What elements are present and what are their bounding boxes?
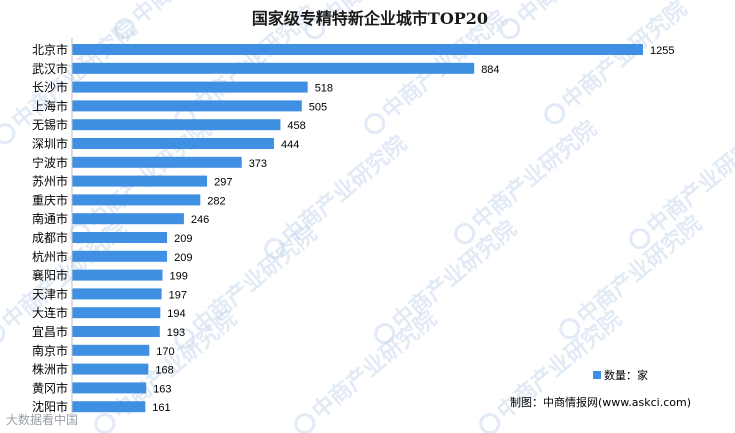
bar bbox=[72, 44, 643, 55]
watermark-tile: 中商产业研究院 bbox=[294, 306, 442, 433]
bar-group bbox=[72, 44, 643, 413]
value-label: 199 bbox=[170, 271, 188, 283]
watermark-logo-icon bbox=[454, 223, 476, 245]
watermark-text: 中商产业研究院 bbox=[467, 116, 602, 235]
bar bbox=[72, 269, 163, 281]
bar bbox=[72, 307, 161, 319]
chart-title: 国家级专精特新企业城市TOP20 bbox=[252, 9, 488, 28]
value-label: 373 bbox=[249, 158, 267, 170]
watermark-logo-icon bbox=[0, 123, 16, 145]
value-label-group: 1255 884 518 505 458 444 373 297 282 246 209 209 199… bbox=[152, 45, 674, 414]
category-label: 株洲市 bbox=[32, 362, 68, 377]
category-label: 成都市 bbox=[32, 230, 68, 245]
watermark-logo-icon bbox=[294, 413, 316, 433]
bar bbox=[72, 344, 150, 356]
watermark-logo-icon bbox=[94, 413, 116, 433]
watermark-tile: 中商产业研究院 bbox=[559, 211, 707, 340]
bar bbox=[72, 326, 160, 337]
value-label: 444 bbox=[281, 139, 299, 151]
watermark-logo-icon bbox=[364, 113, 386, 135]
value-label: 163 bbox=[153, 383, 171, 395]
watermark-logo-icon bbox=[114, 18, 136, 40]
category-label: 上海市 bbox=[32, 98, 68, 113]
watermark-logo-icon bbox=[174, 328, 196, 350]
bar bbox=[72, 156, 242, 168]
value-label: 168 bbox=[155, 365, 173, 377]
watermark-logo-icon bbox=[0, 323, 6, 345]
bar bbox=[72, 62, 475, 74]
value-label: 282 bbox=[207, 195, 225, 207]
source-note: 制图：中商情报网(www.askci.com) bbox=[510, 395, 691, 409]
watermark-tile: 中商产业研究院 bbox=[454, 116, 602, 245]
legend-swatch bbox=[593, 371, 601, 379]
watermark-text: 中商产业研究院 bbox=[512, 0, 647, 30]
value-label: 194 bbox=[167, 308, 185, 320]
category-label: 黄冈市 bbox=[32, 380, 68, 395]
value-label: 193 bbox=[167, 327, 185, 339]
category-label: 天津市 bbox=[32, 286, 68, 301]
category-label: 重庆市 bbox=[32, 192, 68, 207]
watermark-logo-icon bbox=[544, 103, 566, 125]
watermark-logo-icon bbox=[304, 18, 326, 40]
bar bbox=[72, 363, 149, 375]
bar bbox=[72, 213, 184, 225]
category-label: 沈阳市 bbox=[32, 399, 68, 414]
category-label: 武汉市 bbox=[32, 61, 68, 76]
bar bbox=[72, 250, 168, 262]
category-label: 南通市 bbox=[32, 211, 68, 226]
value-label: 458 bbox=[287, 120, 305, 132]
value-label: 209 bbox=[174, 252, 192, 264]
watermark-logo-icon bbox=[374, 323, 396, 345]
category-label: 宜昌市 bbox=[32, 324, 68, 339]
value-label: 884 bbox=[481, 64, 499, 76]
category-label: 深圳市 bbox=[32, 136, 68, 151]
category-label: 长沙市 bbox=[32, 80, 68, 95]
category-label: 襄阳市 bbox=[32, 268, 68, 283]
watermark-logo-icon bbox=[499, 18, 521, 40]
category-label: 南京市 bbox=[32, 343, 68, 358]
category-label: 大连市 bbox=[32, 305, 68, 320]
watermark-logo-icon bbox=[264, 238, 286, 260]
legend-label: 数量：家 bbox=[604, 368, 648, 382]
value-label: 161 bbox=[152, 402, 170, 414]
bar bbox=[72, 175, 208, 187]
legend: 数量：家 bbox=[593, 368, 648, 382]
bar bbox=[72, 100, 302, 112]
value-label: 1255 bbox=[650, 45, 674, 57]
bar bbox=[72, 382, 147, 394]
value-label: 197 bbox=[169, 289, 187, 301]
watermark-logo-icon bbox=[479, 413, 501, 433]
value-label: 170 bbox=[156, 346, 174, 358]
bar bbox=[72, 194, 201, 206]
watermark-text: 中商产业研究院 bbox=[557, 0, 692, 115]
category-label-group: 北京市武汉市长沙市上海市无锡市深圳市宁波市苏州市重庆市南通市成都市杭州市襄阳市天… bbox=[32, 42, 68, 414]
watermark-tile: 中商产业研究院 bbox=[544, 0, 692, 125]
category-label: 苏州市 bbox=[32, 174, 68, 189]
watermark-logo-icon bbox=[629, 228, 651, 250]
bar bbox=[72, 81, 308, 93]
value-label: 297 bbox=[214, 177, 232, 189]
watermark-tile: 中商产业研究院 bbox=[374, 216, 522, 345]
bar bbox=[72, 119, 281, 131]
value-label: 518 bbox=[315, 83, 333, 95]
value-label: 246 bbox=[191, 214, 209, 226]
category-label: 北京市 bbox=[32, 42, 68, 57]
watermark-logo-icon bbox=[559, 318, 581, 340]
corner-watermark: 大数据看中国 bbox=[6, 412, 78, 427]
bar bbox=[72, 138, 274, 149]
category-label: 宁波市 bbox=[32, 155, 68, 170]
bar bbox=[72, 232, 168, 243]
bar bbox=[72, 288, 162, 300]
bar bbox=[72, 401, 146, 413]
watermark-text: 中商产业研究院 bbox=[7, 16, 142, 135]
watermark-tile: 中商产业研究院 bbox=[499, 0, 647, 40]
category-label: 杭州市 bbox=[32, 249, 68, 264]
category-label: 无锡市 bbox=[32, 117, 68, 132]
value-label: 505 bbox=[309, 101, 327, 113]
watermark-text: 中商产业研究院 bbox=[127, 0, 262, 30]
value-label: 209 bbox=[174, 233, 192, 245]
watermark-text: 中商产业研究院 bbox=[307, 306, 442, 425]
